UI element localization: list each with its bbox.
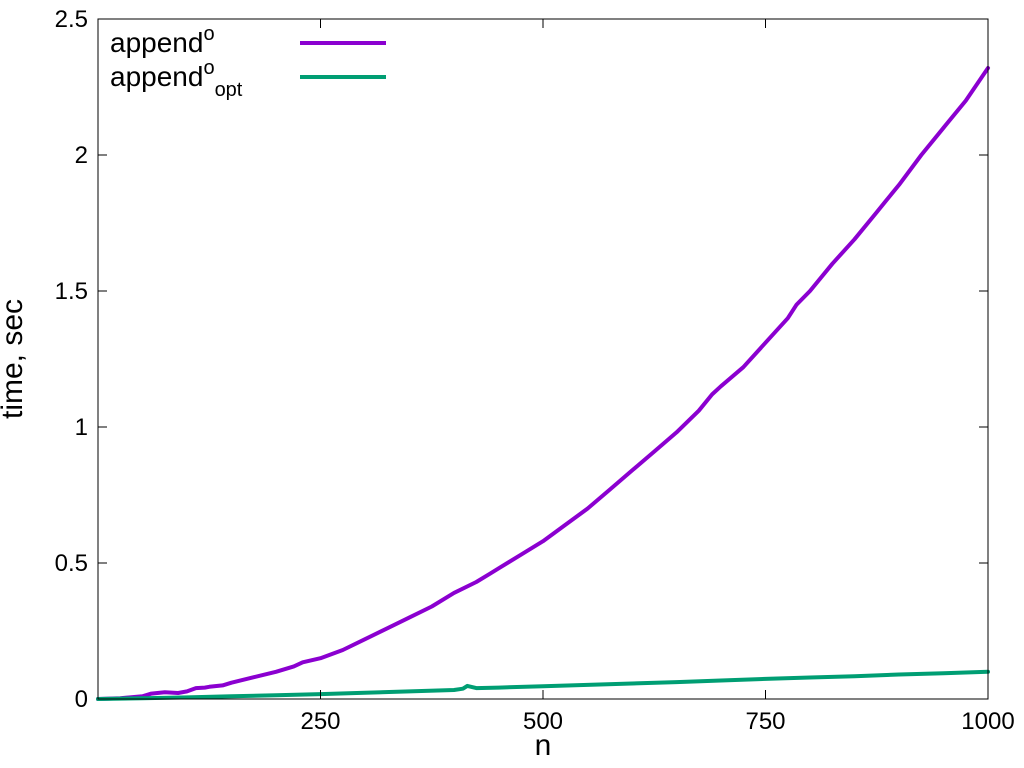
legend-label-subscript: opt bbox=[215, 79, 243, 101]
data-point bbox=[203, 686, 207, 690]
data-point bbox=[697, 409, 701, 413]
legend-label: appendo bbox=[110, 23, 215, 58]
data-point bbox=[292, 664, 296, 668]
data-point bbox=[964, 99, 968, 103]
data-point bbox=[385, 626, 389, 630]
data-point bbox=[608, 488, 612, 492]
data-point bbox=[853, 674, 856, 678]
legend-label-text: append bbox=[110, 27, 203, 58]
data-point bbox=[710, 392, 714, 396]
y-tick-label: 0 bbox=[75, 686, 88, 713]
data-point bbox=[363, 637, 367, 641]
data-point bbox=[301, 660, 305, 664]
data-point bbox=[586, 507, 589, 511]
data-point bbox=[541, 539, 545, 543]
axes: 250 500 750 1000 0 0.5 1 1.5 2 2.5 bbox=[55, 6, 1015, 735]
legend-label: appendoopt bbox=[110, 57, 243, 101]
y-tick-label: 2.5 bbox=[55, 6, 88, 33]
series-1 bbox=[96, 66, 990, 701]
data-point bbox=[541, 684, 545, 688]
data-point bbox=[274, 670, 278, 674]
data-point bbox=[795, 303, 799, 307]
data-point bbox=[465, 684, 469, 688]
data-point bbox=[764, 677, 767, 681]
legend-label-text: append bbox=[110, 61, 203, 92]
y-tick-label: 2 bbox=[75, 142, 88, 169]
data-point bbox=[630, 681, 634, 685]
plot-area bbox=[96, 66, 990, 701]
data-point bbox=[274, 693, 278, 697]
data-point bbox=[786, 316, 790, 320]
data-point bbox=[719, 679, 723, 683]
data-point bbox=[853, 237, 856, 241]
series-line bbox=[96, 669, 990, 701]
legend-label-superscript: o bbox=[203, 57, 214, 79]
data-point bbox=[452, 591, 456, 595]
data-point bbox=[185, 695, 189, 699]
data-point bbox=[230, 694, 233, 698]
x-tick-label: 500 bbox=[523, 708, 563, 735]
data-point bbox=[764, 341, 767, 345]
data-point bbox=[194, 686, 198, 690]
data-point bbox=[830, 262, 834, 266]
data-point bbox=[221, 683, 225, 687]
data-point bbox=[675, 680, 678, 684]
data-point bbox=[363, 691, 367, 695]
y-tick-label: 1 bbox=[75, 414, 88, 441]
x-tick-label: 1000 bbox=[961, 708, 1014, 735]
x-tick-label: 750 bbox=[745, 708, 785, 735]
data-point bbox=[341, 648, 345, 652]
data-point bbox=[163, 690, 167, 694]
data-point bbox=[741, 365, 745, 369]
data-point bbox=[630, 469, 634, 473]
data-point bbox=[474, 580, 478, 584]
data-point bbox=[497, 566, 500, 570]
data-point bbox=[675, 430, 678, 434]
data-point bbox=[586, 683, 589, 687]
data-point bbox=[207, 685, 211, 689]
data-point bbox=[408, 689, 411, 693]
data-point bbox=[519, 553, 523, 557]
data-point bbox=[808, 289, 812, 293]
data-point bbox=[408, 615, 411, 619]
data-point bbox=[149, 692, 153, 696]
data-point bbox=[808, 676, 812, 680]
data-point bbox=[176, 691, 180, 695]
data-point bbox=[942, 126, 945, 130]
x-axis-label: n bbox=[535, 729, 552, 762]
data-point bbox=[884, 199, 888, 203]
data-point bbox=[430, 605, 434, 609]
data-point bbox=[252, 675, 256, 679]
data-point bbox=[719, 384, 723, 388]
x-tick-label: 250 bbox=[300, 708, 340, 735]
data-point bbox=[452, 688, 456, 692]
data-point bbox=[461, 687, 465, 691]
data-point bbox=[897, 183, 901, 187]
data-point bbox=[497, 686, 500, 690]
y-tick-label: 1.5 bbox=[55, 278, 88, 305]
data-point bbox=[942, 671, 945, 675]
series-2 bbox=[96, 669, 990, 701]
data-point bbox=[185, 689, 189, 693]
data-point bbox=[319, 656, 322, 660]
data-point bbox=[897, 673, 901, 677]
legend-label-superscript: o bbox=[203, 23, 214, 45]
y-axis-label: time, sec bbox=[0, 299, 29, 419]
data-point bbox=[919, 153, 923, 157]
data-point bbox=[488, 572, 492, 576]
data-point bbox=[474, 686, 478, 690]
y-tick-label: 0.5 bbox=[55, 550, 88, 577]
data-point bbox=[875, 210, 879, 214]
data-point bbox=[563, 523, 567, 527]
data-point bbox=[652, 449, 656, 453]
data-point bbox=[230, 681, 233, 685]
